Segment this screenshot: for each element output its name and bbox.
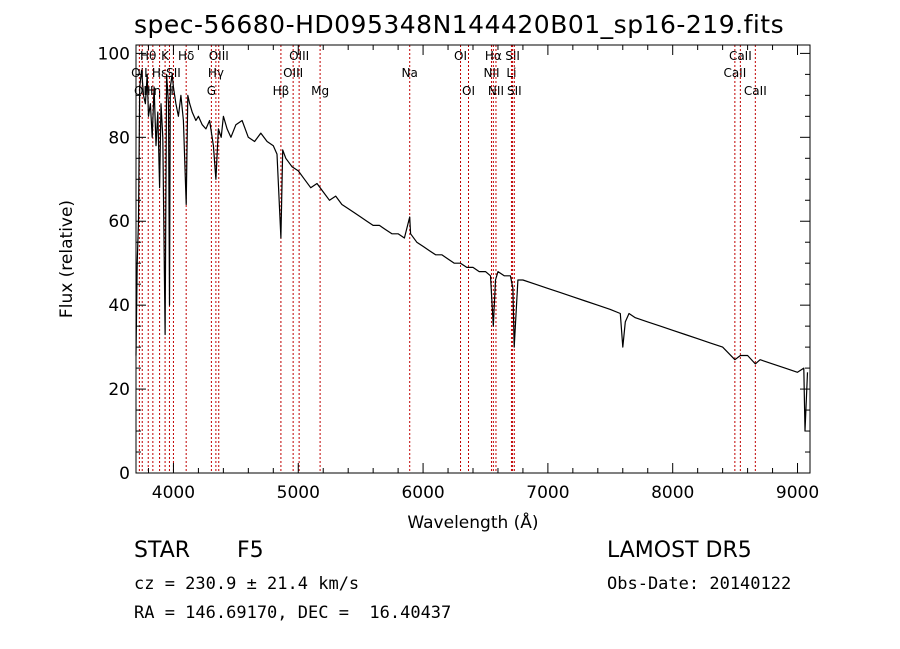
line-marker-label: G <box>207 84 216 98</box>
survey-label: LAMOST DR5 <box>607 538 752 563</box>
redshift-label: cz = 230.9 ± 21.4 km/s <box>134 574 360 594</box>
line-marker-label: Li <box>506 66 516 80</box>
line-marker-label: Hδ <box>178 49 194 63</box>
x-tick-label: 4000 <box>152 483 195 503</box>
object-class: STAR <box>134 538 191 563</box>
line-marker-label: Hη <box>145 84 162 98</box>
spectrum-line <box>135 69 809 432</box>
x-axis-label: Wavelength (Å) <box>407 511 538 533</box>
line-marker-label: Mg <box>311 84 329 98</box>
line-marker-label: OIII <box>283 66 303 80</box>
line-marker-label: Hα <box>485 49 502 63</box>
line-marker-label: OIII <box>209 49 229 63</box>
x-tick-label: 8000 <box>651 483 694 503</box>
line-marker-label: NII <box>483 66 499 80</box>
y-tick-label: 80 <box>108 128 130 148</box>
line-marker-label: CaII <box>723 66 746 80</box>
y-tick-label: 20 <box>108 380 130 400</box>
line-marker-label: H <box>165 84 174 98</box>
line-marker-label: SII <box>166 66 181 80</box>
line-marker-label: Hγ <box>208 66 224 80</box>
subclass: F5 <box>237 538 264 563</box>
line-marker-label: CaII <box>744 84 767 98</box>
x-tick-label: 6000 <box>401 483 444 503</box>
y-tick-label: 100 <box>98 44 130 64</box>
obs-date: Obs-Date: 20140122 <box>607 574 792 594</box>
y-axis-label: Flux (relative) <box>57 200 77 318</box>
x-tick-label: 7000 <box>526 483 569 503</box>
x-tick-label: 9000 <box>776 483 819 503</box>
y-tick-label: 0 <box>119 464 130 484</box>
plot-frame <box>135 44 811 474</box>
line-marker-label: Na <box>402 66 418 80</box>
coordinates: RA = 146.69170, DEC = 16.40437 <box>134 603 452 623</box>
y-tick-label: 40 <box>108 296 130 316</box>
line-marker-label: SII <box>507 84 522 98</box>
line-marker-label: Hθ <box>140 49 156 63</box>
y-tick-label: 60 <box>108 212 130 232</box>
line-marker-label: OI <box>454 49 467 63</box>
chart-title: spec-56680-HD095348N144420B01_sp16-219.f… <box>134 10 785 39</box>
line-marker-label: OII <box>131 66 148 80</box>
line-marker-label: SII <box>505 49 520 63</box>
line-marker-label: K <box>161 49 170 63</box>
line-marker-label: OIII <box>289 49 309 63</box>
x-tick-label: 5000 <box>277 483 320 503</box>
line-marker-label: Hε <box>152 66 168 80</box>
line-marker-label: CaII <box>729 49 752 63</box>
line-marker-label: Hβ <box>273 84 290 98</box>
line-marker-label: OI <box>462 84 475 98</box>
line-marker-label: NII <box>488 84 504 98</box>
